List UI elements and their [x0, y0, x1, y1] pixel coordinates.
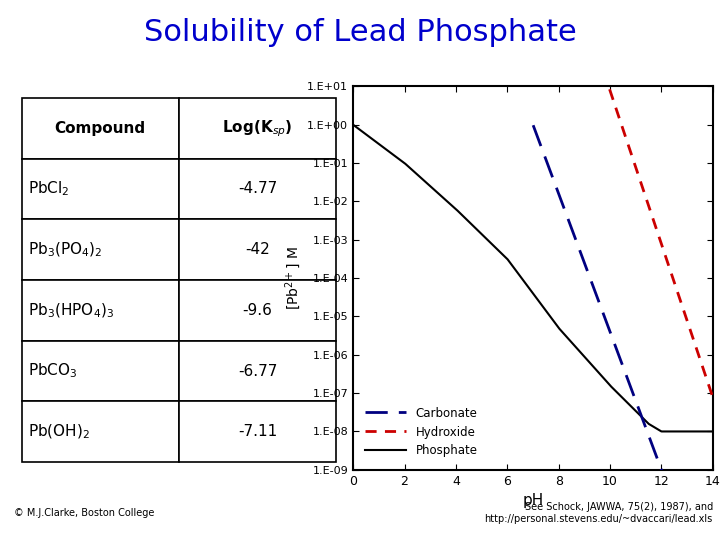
Text: Solubility of Lead Phosphate: Solubility of Lead Phosphate: [143, 18, 577, 47]
Phosphate: [595, 371, 604, 377]
Y-axis label: [Pb$^{2+}$] M: [Pb$^{2+}$] M: [283, 246, 303, 310]
Phosphate: [657, 428, 666, 435]
Hydroxide: [595, 58, 604, 64]
Text: © M.J.Clarke, Boston College: © M.J.Clarke, Boston College: [14, 508, 155, 518]
Phosphate: [507, 261, 516, 268]
Legend: Carbonate, Hydroxide, Phosphate: Carbonate, Hydroxide, Phosphate: [360, 402, 482, 462]
Hydroxide: [708, 394, 717, 401]
Phosphate: [708, 428, 717, 435]
Line: Hydroxide: Hydroxide: [597, 52, 713, 397]
Line: Phosphate: Phosphate: [353, 125, 713, 431]
Hydroxide: [629, 158, 638, 164]
Carbonate: [636, 409, 644, 416]
Carbonate: [629, 392, 638, 399]
Phosphate: [629, 406, 638, 412]
X-axis label: pH: pH: [522, 493, 544, 508]
Phosphate: [385, 149, 394, 156]
Phosphate: [494, 247, 503, 254]
Line: Carbonate: Carbonate: [533, 125, 713, 540]
Text: See Schock, JAWWA, 75(2), 1987), and
http://personal.stevens.edu/~dvaccari/lead.: See Schock, JAWWA, 75(2), 1987), and htt…: [485, 502, 713, 524]
Hydroxide: [636, 177, 644, 184]
Phosphate: [636, 412, 644, 418]
Carbonate: [595, 302, 604, 308]
Phosphate: [348, 122, 357, 128]
